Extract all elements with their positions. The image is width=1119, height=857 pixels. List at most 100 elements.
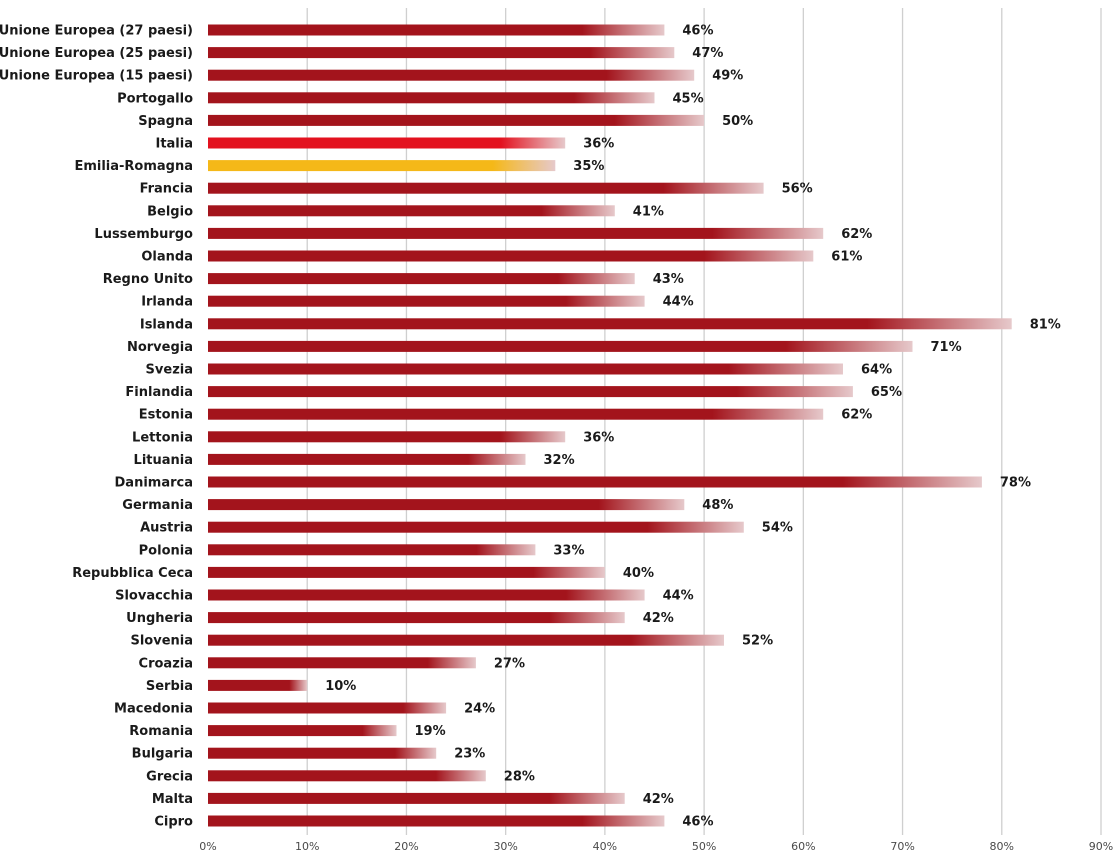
category-label: Slovenia (130, 634, 193, 649)
bar (208, 612, 625, 624)
category-label: Lussemburgo (94, 227, 193, 242)
category-label: Islanda (140, 317, 193, 332)
value-label: 81% (1030, 317, 1061, 332)
value-label: 78% (1000, 476, 1031, 491)
bar (208, 340, 913, 352)
bar (208, 92, 655, 104)
bar (208, 363, 843, 375)
bar (208, 408, 824, 420)
value-label: 62% (841, 408, 872, 423)
category-label: Irlanda (141, 295, 193, 310)
bar (208, 250, 814, 262)
value-label: 33% (553, 543, 584, 558)
value-label: 61% (831, 250, 862, 265)
value-label: 36% (583, 137, 614, 152)
category-label: Serbia (146, 679, 193, 694)
x-tick-label: 20% (394, 840, 418, 853)
x-tick-label: 70% (890, 840, 914, 853)
value-label: 41% (633, 204, 664, 219)
category-label: Slovacchia (115, 589, 193, 604)
category-label: Polonia (139, 543, 193, 558)
value-labels: 46% 47% 49% 45% 50% 36% 35% 56% 41% 62% 61% 43% 44% 8… (325, 24, 1061, 830)
bar (208, 679, 308, 691)
value-label: 46% (682, 24, 713, 39)
value-label: 32% (544, 453, 575, 468)
x-tick-label: 90% (1089, 840, 1113, 853)
bar (208, 657, 476, 669)
value-label: 52% (742, 634, 773, 649)
category-labels: Unione Europea (27 paesi) Unione Europea … (0, 24, 193, 830)
value-label: 54% (762, 521, 793, 536)
x-tick-label: 60% (791, 840, 815, 853)
category-label: Unione Europea (15 paesi) (0, 69, 193, 84)
value-label: 42% (643, 792, 674, 807)
bar (208, 295, 645, 307)
bar (208, 453, 526, 465)
category-label: Lituania (134, 453, 193, 468)
bar (208, 386, 853, 398)
value-label: 56% (782, 182, 813, 197)
bar (208, 205, 615, 217)
category-label: Emilia-Romagna (74, 159, 193, 174)
category-label: Malta (152, 792, 193, 807)
x-tick-label: 80% (990, 840, 1014, 853)
value-label: 65% (871, 385, 902, 400)
bar (208, 24, 665, 36)
value-label: 10% (325, 679, 356, 694)
value-label: 47% (692, 46, 723, 61)
bar (208, 702, 447, 714)
x-tick-label: 40% (593, 840, 617, 853)
bar (208, 770, 486, 782)
value-label: 49% (712, 69, 743, 84)
bar (208, 137, 566, 149)
bar (208, 747, 437, 759)
x-axis-ticks: 0% 10% 20% 30% 40% 50% 60% 70% 80% 90% (199, 840, 1113, 853)
category-label: Danimarca (115, 476, 193, 491)
value-label: 46% (682, 815, 713, 830)
x-tick-label: 50% (692, 840, 716, 853)
value-label: 19% (415, 724, 446, 739)
category-label: Olanda (141, 250, 193, 265)
category-label: Belgio (147, 204, 193, 219)
value-label: 64% (861, 363, 892, 378)
bar (208, 227, 824, 239)
category-label: Unione Europea (25 paesi) (0, 46, 193, 61)
bar (208, 566, 605, 578)
bar (208, 431, 566, 443)
value-label: 40% (623, 566, 654, 581)
bar (208, 634, 724, 646)
bar (208, 725, 397, 737)
value-label: 43% (653, 272, 684, 287)
value-label: 50% (722, 114, 753, 129)
bar (208, 521, 744, 533)
category-label: Regno Unito (103, 272, 193, 287)
value-label: 35% (573, 159, 604, 174)
category-label: Cipro (154, 815, 193, 830)
bar (208, 47, 675, 59)
category-label: Macedonia (114, 702, 193, 717)
value-label: 44% (663, 589, 694, 604)
value-label: 71% (931, 340, 962, 355)
bar (208, 499, 685, 511)
x-tick-label: 10% (295, 840, 319, 853)
category-label: Estonia (139, 408, 193, 423)
category-label: Ungheria (126, 611, 193, 626)
value-label: 42% (643, 611, 674, 626)
category-label: Austria (140, 521, 193, 536)
x-tick-label: 0% (199, 840, 216, 853)
category-label: Germania (122, 498, 193, 513)
bar (208, 160, 556, 172)
x-tick-label: 30% (493, 840, 517, 853)
bar (208, 69, 695, 81)
category-label: Portogallo (117, 91, 193, 106)
value-label: 44% (663, 295, 694, 310)
bar (208, 589, 645, 601)
category-label: Italia (155, 137, 193, 152)
category-label: Francia (140, 182, 193, 197)
category-label: Repubblica Ceca (72, 566, 193, 581)
bar (208, 182, 764, 194)
value-label: 45% (673, 91, 704, 106)
bar (208, 273, 635, 285)
